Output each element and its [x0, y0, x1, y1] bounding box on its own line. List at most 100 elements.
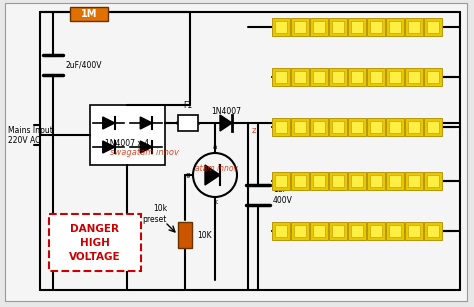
Bar [348, 18, 366, 36]
Bar [424, 222, 442, 240]
Bar [351, 21, 363, 33]
Text: 10K: 10K [197, 231, 211, 239]
Bar [332, 175, 344, 187]
Bar [408, 21, 420, 33]
Bar [310, 68, 328, 86]
Bar [329, 68, 347, 86]
Bar [405, 68, 423, 86]
Bar [332, 225, 344, 237]
Bar [408, 121, 420, 133]
Text: 1N4007 x 4: 1N4007 x 4 [105, 138, 150, 147]
Text: 220V AC: 220V AC [8, 135, 40, 145]
Bar [427, 21, 439, 33]
Bar [386, 222, 404, 240]
Bar [367, 172, 385, 190]
Polygon shape [103, 117, 115, 129]
Bar [272, 118, 290, 136]
Bar [424, 172, 442, 190]
Bar [386, 118, 404, 136]
Bar [367, 18, 385, 36]
Bar [351, 175, 363, 187]
Bar [424, 18, 442, 36]
Bar [275, 121, 287, 133]
Bar [405, 172, 423, 190]
Bar [427, 121, 439, 133]
Bar [367, 68, 385, 86]
Text: 1M: 1M [81, 9, 97, 19]
Bar [370, 71, 382, 83]
Bar [291, 222, 309, 240]
Bar [386, 68, 404, 86]
Text: k: k [213, 199, 217, 205]
Bar [272, 18, 290, 36]
Bar [370, 175, 382, 187]
Bar [332, 121, 344, 133]
Bar [408, 175, 420, 187]
Text: 1uF
400V: 1uF 400V [273, 185, 293, 205]
Bar [386, 172, 404, 190]
Bar [389, 121, 401, 133]
Bar [427, 225, 439, 237]
Text: 500 mA: 500 mA [176, 121, 200, 126]
Bar [405, 222, 423, 240]
Text: g: g [186, 172, 190, 178]
Bar [178, 115, 198, 131]
Bar [275, 225, 287, 237]
Bar [348, 68, 366, 86]
Bar [178, 222, 192, 248]
Bar [424, 68, 442, 86]
Bar [310, 118, 328, 136]
Text: z: z [252, 126, 256, 134]
Bar [370, 225, 382, 237]
Bar [291, 68, 309, 86]
Bar [332, 71, 344, 83]
Bar [272, 172, 290, 190]
Bar [313, 121, 325, 133]
Text: 2uF/400V: 2uF/400V [66, 60, 102, 69]
Bar [294, 121, 306, 133]
Bar [313, 21, 325, 33]
Bar [310, 222, 328, 240]
Polygon shape [140, 141, 152, 153]
Text: DANGER
HIGH
VOLTAGE: DANGER HIGH VOLTAGE [69, 223, 121, 262]
Bar [348, 118, 366, 136]
Bar [389, 71, 401, 83]
Bar [294, 225, 306, 237]
Bar [294, 21, 306, 33]
Bar [291, 172, 309, 190]
Text: a: a [213, 144, 217, 150]
Polygon shape [140, 117, 152, 129]
Bar [313, 175, 325, 187]
Bar [329, 222, 347, 240]
Bar [294, 71, 306, 83]
Text: 10k
preset: 10k preset [143, 204, 167, 224]
Bar [329, 118, 347, 136]
Bar [367, 222, 385, 240]
Bar [424, 118, 442, 136]
Bar [367, 118, 385, 136]
Bar [370, 121, 382, 133]
Bar [272, 68, 290, 86]
Bar [389, 175, 401, 187]
Bar [427, 175, 439, 187]
Bar [272, 222, 290, 240]
Bar [310, 18, 328, 36]
Bar [405, 18, 423, 36]
Bar [329, 172, 347, 190]
Bar [90, 105, 165, 165]
Bar [275, 71, 287, 83]
Bar [351, 225, 363, 237]
Bar [351, 121, 363, 133]
Bar [389, 225, 401, 237]
Bar [291, 118, 309, 136]
Bar [348, 172, 366, 190]
Text: 1N4007: 1N4007 [211, 107, 241, 115]
Bar [70, 7, 108, 21]
Polygon shape [103, 141, 115, 153]
Text: swagatam innov: swagatam innov [110, 147, 179, 157]
Bar [408, 71, 420, 83]
Text: atam innov: atam innov [195, 164, 238, 173]
FancyBboxPatch shape [49, 214, 141, 271]
Bar [275, 21, 287, 33]
Polygon shape [205, 165, 220, 185]
